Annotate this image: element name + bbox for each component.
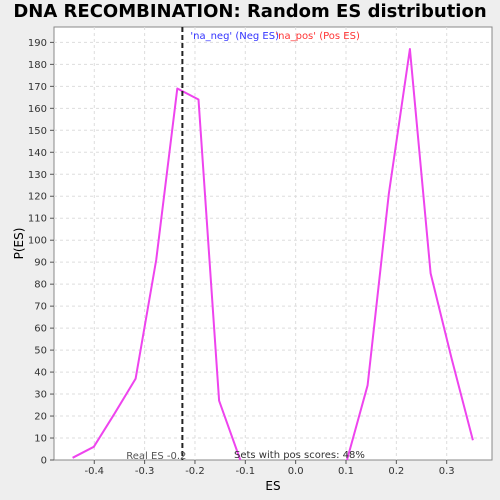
x-tick-label: -0.1	[236, 466, 256, 477]
y-tick-label: 0	[41, 456, 47, 467]
legend-item-pos: 'na_pos' (Pos ES)	[275, 31, 360, 42]
y-tick-label: 80	[34, 280, 47, 291]
y-tick-label: 50	[34, 346, 47, 357]
x-tick-label: -0.2	[185, 466, 205, 477]
x-axis: -0.4 -0.3 -0.2 -0.1 0.0 0.1 0.2 0.3	[85, 460, 455, 477]
x-tick-label: 0.3	[439, 466, 455, 477]
y-tick-label: 130	[28, 170, 47, 181]
y-tick-label: 40	[34, 368, 47, 379]
y-tick-label: 120	[28, 192, 47, 203]
pos-scores-annotation: Sets with pos scores: 48%	[234, 450, 365, 461]
y-tick-label: 60	[34, 324, 47, 335]
y-axis-label: P(ES)	[12, 228, 26, 260]
plot-area	[53, 26, 493, 461]
x-tick-label: 0.0	[288, 466, 304, 477]
x-tick-label: -0.4	[85, 466, 105, 477]
y-axis: 0 10 20 30 40 50 60 70 80 90 100 110 120 130 140 150 160…	[28, 38, 54, 467]
y-tick-label: 100	[28, 236, 47, 247]
y-tick-label: 150	[28, 126, 47, 137]
series-line-pos	[346, 48, 474, 461]
x-tick-label: 0.1	[338, 466, 354, 477]
series-layer	[72, 48, 474, 461]
x-tick-label: 0.2	[388, 466, 404, 477]
real-es-label: Real ES -0.2	[126, 451, 186, 462]
y-tick-label: 30	[34, 390, 47, 401]
y-tick-label: 90	[34, 258, 47, 269]
x-tick-label: -0.3	[135, 466, 155, 477]
chart-title: DNA RECOMBINATION: Random ES distributio…	[13, 1, 487, 22]
series-line-neg	[72, 87, 242, 461]
y-tick-label: 70	[34, 302, 47, 313]
legend-item-neg: 'na_neg' (Neg ES)	[190, 31, 279, 42]
y-tick-label: 140	[28, 148, 47, 159]
y-tick-label: 160	[28, 104, 47, 115]
y-tick-label: 170	[28, 82, 47, 93]
y-tick-label: 20	[34, 412, 47, 423]
y-tick-label: 110	[28, 214, 47, 225]
x-axis-label: ES	[265, 479, 280, 493]
y-tick-label: 190	[28, 38, 47, 49]
y-tick-label: 180	[28, 60, 47, 71]
y-tick-label: 10	[34, 434, 47, 445]
